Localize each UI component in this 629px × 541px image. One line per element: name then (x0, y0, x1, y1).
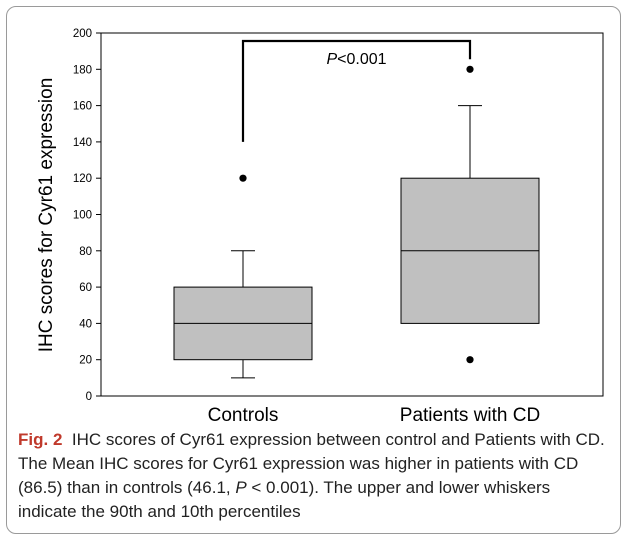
y-axis-label: IHC scores for Cyr61 expression (36, 78, 57, 353)
caption-label: Fig. 2 (18, 430, 63, 449)
x-axis: Controls Patients with CD (208, 405, 541, 426)
annotation-layer: P<0.001 (241, 39, 472, 142)
figure-frame (6, 6, 621, 534)
p-value-letter: P (326, 51, 337, 68)
y-tick-label: 160 (73, 101, 92, 113)
x-category-label: Patients with CD (400, 405, 540, 426)
p-value-rest: <0.001 (337, 51, 386, 68)
box-patients (400, 65, 540, 364)
y-tick-label: 80 (79, 246, 92, 258)
outlier-point (239, 174, 247, 182)
y-tick-label: 100 (73, 210, 92, 222)
boxes (173, 65, 540, 379)
y-tick-label: 60 (79, 282, 92, 294)
p-value-annotation: P<0.001 (326, 51, 386, 68)
caption-p-value-letter: P (235, 478, 247, 497)
box-plot: 0 20 40 60 80 100 120 140 160 180 200 Controls Pati… (36, 28, 604, 426)
box-controls (173, 174, 313, 379)
caption-text-2: < 0.001). The upper and lower whiskers i… (18, 478, 551, 521)
figure-caption: Fig. 2 IHC scores of Cyr61 expression be… (18, 428, 613, 524)
y-axis: 0 20 40 60 80 100 120 140 160 180 200 (73, 28, 101, 403)
y-tick-label: 140 (73, 137, 92, 149)
y-tick-label: 180 (73, 64, 92, 76)
caption-text-1: IHC scores of Cyr61 expression between c… (18, 430, 605, 497)
outlier-point (466, 356, 474, 364)
outlier-point (466, 65, 474, 73)
y-tick-label: 200 (73, 28, 92, 40)
y-tick-label: 40 (79, 318, 92, 330)
x-category-label: Controls (208, 405, 279, 426)
y-tick-label: 0 (86, 391, 92, 403)
y-tick-label: 120 (73, 173, 92, 185)
significance-bracket (241, 39, 472, 142)
y-tick-label: 20 (79, 355, 92, 367)
